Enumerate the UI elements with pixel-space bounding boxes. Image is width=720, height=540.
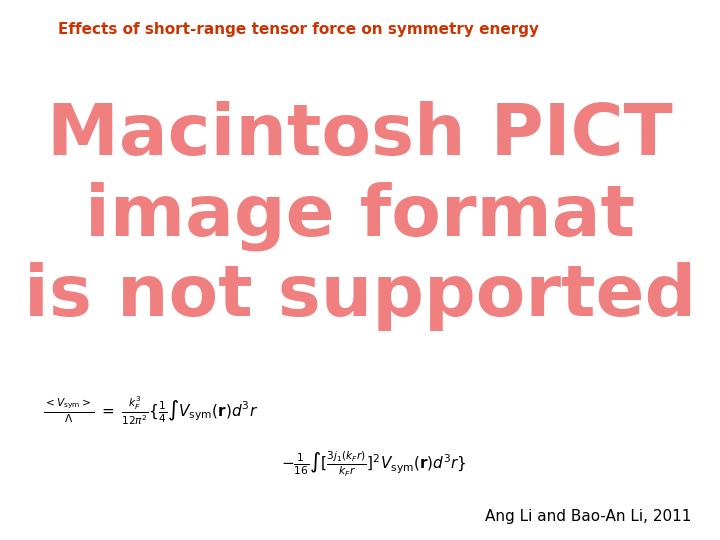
Text: Effects of short-range tensor force on symmetry energy: Effects of short-range tensor force on s…	[58, 22, 539, 37]
Text: Macintosh PICT
image format
is not supported: Macintosh PICT image format is not suppo…	[24, 102, 696, 330]
Text: $-\frac{1}{16}\int [\frac{3j_1(k_Fr)}{k_Fr}]^2 V_{\rm sym}(\mathbf{r})d^3r\}$: $-\frac{1}{16}\int [\frac{3j_1(k_Fr)}{k_…	[281, 450, 467, 479]
Text: $\frac{< V_{\rm sym} >}{\Lambda} \; = \; \frac{k_F^3}{12\pi^2}\{\frac{1}{4}\int : $\frac{< V_{\rm sym} >}{\Lambda} \; = \;…	[43, 394, 258, 427]
Text: Ang Li and Bao-An Li, 2011: Ang Li and Bao-An Li, 2011	[485, 509, 691, 524]
